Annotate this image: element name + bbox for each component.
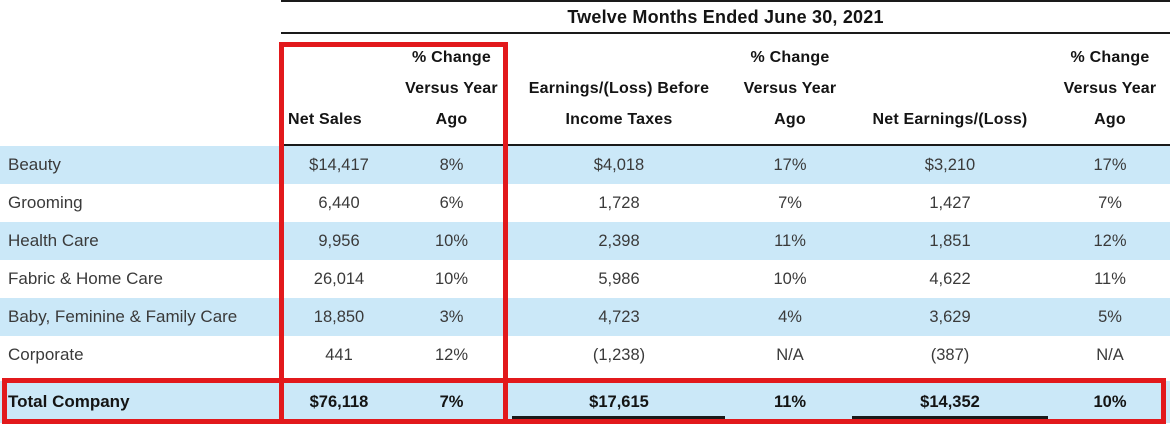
table-body: Beauty $14,417 8% $4,018 17% $3,210 17% … <box>0 146 1170 374</box>
col-header-label: % Change <box>412 49 491 66</box>
table-row-fabric-home-care: Fabric & Home Care 26,014 10% 5,986 10% … <box>0 260 1170 298</box>
net-earnings-value: 4,622 <box>929 269 971 288</box>
earnings-before-taxes-value: 1,728 <box>598 193 640 212</box>
net-earnings-value: $3,210 <box>924 155 976 174</box>
col-header-label: Versus Year <box>743 80 837 97</box>
net-sales-value: 9,956 <box>318 231 360 250</box>
net-earnings-value: 1,427 <box>929 193 971 212</box>
net-earnings-value: 3,629 <box>929 307 971 326</box>
earnings-change: 4% <box>778 307 802 326</box>
net-earnings-value: (387) <box>930 345 970 364</box>
earnings-before-taxes-value: $4,018 <box>593 155 645 174</box>
col-header-label: Income Taxes <box>565 111 673 128</box>
segment-label: Grooming <box>8 193 83 212</box>
net-earnings-change: N/A <box>1096 345 1124 364</box>
total-underline-earnings-before-taxes <box>512 416 725 419</box>
table-row-corporate: Corporate 441 12% (1,238) N/A (387) N/A <box>0 336 1170 374</box>
segment-label: Fabric & Home Care <box>8 269 163 288</box>
col-header-label: % Change <box>1070 49 1150 66</box>
table-row-grooming: Grooming 6,440 6% 1,728 7% 1,427 7% <box>0 184 1170 222</box>
segment-label: Total Company <box>8 392 130 411</box>
table-row-beauty: Beauty $14,417 8% $4,018 17% $3,210 17% <box>0 146 1170 184</box>
column-header-row: Net Sales % Change Versus Year Ago Earni… <box>0 34 1170 146</box>
col-header-label: Net Earnings/(Loss) <box>872 111 1028 128</box>
earnings-change: 11% <box>773 392 807 411</box>
net-sales-value: $76,118 <box>309 392 369 411</box>
net-sales-change: 3% <box>439 307 464 326</box>
col-header-pct-change-net-earnings: % Change Versus Year Ago <box>1050 34 1170 146</box>
net-earnings-change: 12% <box>1093 231 1127 250</box>
earnings-before-taxes-value: $17,615 <box>589 392 649 411</box>
net-sales-change: 10% <box>434 269 469 288</box>
col-header-label: Ago <box>435 111 468 128</box>
earnings-before-taxes-value: 5,986 <box>598 269 640 288</box>
col-header-label: % Change <box>750 49 830 66</box>
net-sales-change: 6% <box>439 193 464 212</box>
segment-label: Health Care <box>8 231 99 250</box>
earnings-change: 11% <box>774 231 806 250</box>
earnings-before-taxes-value: 2,398 <box>598 231 640 250</box>
net-earnings-change: 10% <box>1093 392 1127 411</box>
title-band: Twelve Months Ended June 30, 2021 <box>281 0 1170 34</box>
net-sales-value: 6,440 <box>318 193 360 212</box>
col-header-net-earnings: Net Earnings/(Loss) <box>850 34 1050 146</box>
total-underline-net-earnings <box>852 416 1048 419</box>
col-header-label: Net Sales <box>288 111 362 128</box>
earnings-before-taxes-value: (1,238) <box>592 345 646 364</box>
net-sales-value: 441 <box>325 345 353 364</box>
col-header-label: Ago <box>774 111 806 128</box>
col-header-pct-change-net-sales: % Change Versus Year Ago <box>395 34 508 146</box>
earnings-change: 17% <box>773 155 807 174</box>
col-header-label: Ago <box>1094 111 1126 128</box>
net-earnings-value: 1,851 <box>929 231 971 250</box>
col-header-segment <box>0 34 283 146</box>
net-earnings-change: 11% <box>1094 269 1126 288</box>
net-sales-value: $14,417 <box>309 155 369 174</box>
segment-label: Beauty <box>8 155 61 174</box>
net-earnings-value: $14,352 <box>920 392 980 411</box>
table-row-health-care: Health Care 9,956 10% 2,398 11% 1,851 12… <box>0 222 1170 260</box>
table-title: Twelve Months Ended June 30, 2021 <box>567 6 884 27</box>
col-header-label: Versus Year <box>405 80 498 97</box>
col-header-pct-change-earnings: % Change Versus Year Ago <box>730 34 850 146</box>
earnings-change: N/A <box>776 345 804 364</box>
col-header-net-sales: Net Sales <box>283 34 395 146</box>
net-earnings-change: 5% <box>1098 307 1122 326</box>
net-sales-change: 10% <box>434 231 469 250</box>
earnings-before-taxes-value: 4,723 <box>598 307 640 326</box>
net-earnings-change: 17% <box>1093 155 1127 174</box>
col-header-earnings-before-taxes: Earnings/(Loss) Before Income Taxes <box>508 34 730 146</box>
net-sales-value: 26,014 <box>313 269 365 288</box>
net-sales-change: 7% <box>439 392 464 411</box>
table-row-baby-feminine-family-care: Baby, Feminine & Family Care 18,850 3% 4… <box>0 298 1170 336</box>
earnings-change: 10% <box>773 269 807 288</box>
segment-label: Baby, Feminine & Family Care <box>8 307 238 326</box>
segment-label: Corporate <box>8 345 84 364</box>
col-header-label: Earnings/(Loss) Before <box>528 80 710 97</box>
net-sales-change: 8% <box>439 155 464 174</box>
net-earnings-change: 7% <box>1098 193 1122 212</box>
net-sales-change: 12% <box>434 345 469 364</box>
earnings-change: 7% <box>778 193 802 212</box>
col-header-label: Versus Year <box>1063 80 1157 97</box>
net-sales-value: 18,850 <box>313 307 365 326</box>
